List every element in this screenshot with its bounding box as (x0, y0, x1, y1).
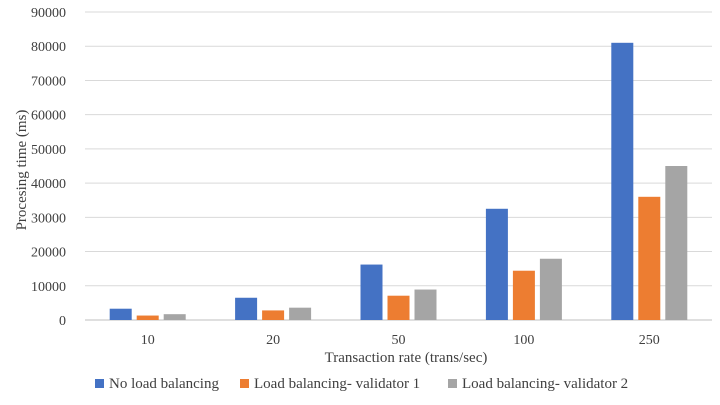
y-tick-label: 60000 (31, 109, 66, 124)
bar-no-load-balancing-250 (611, 42, 634, 321)
gridlines (85, 11, 712, 321)
x-tick-label: 50 (392, 333, 406, 348)
bar-load-balancing-validator-2-50 (414, 289, 437, 320)
x-tick-label: 20 (266, 333, 280, 348)
bar-load-balancing-validator-1-20 (262, 310, 285, 320)
legend-label: No load balancing (109, 376, 219, 392)
legend-swatch (95, 379, 104, 388)
bar-load-balancing-validator-1-250 (638, 196, 661, 320)
y-tick-label: 70000 (31, 74, 66, 89)
y-tick-label: 90000 (31, 6, 66, 21)
y-tick-label: 40000 (31, 177, 66, 192)
bar-load-balancing-validator-2-10 (163, 314, 186, 320)
bar-load-balancing-validator-1-100 (512, 270, 535, 320)
legend-swatch (240, 379, 249, 388)
bar-load-balancing-validator-1-50 (387, 295, 410, 320)
bar-load-balancing-validator-2-20 (289, 307, 312, 320)
legend: No load balancing Load balancing- validat… (95, 376, 628, 392)
legend-label: Load balancing- validator 2 (462, 376, 628, 392)
y-tick-label: 80000 (31, 40, 66, 55)
bar-load-balancing-validator-2-100 (539, 258, 562, 320)
y-tick-label: 10000 (31, 280, 66, 295)
y-tick-label: 30000 (31, 211, 66, 226)
bar-no-load-balancing-10 (109, 308, 132, 320)
bars (109, 42, 688, 321)
bar-no-load-balancing-50 (360, 264, 383, 320)
x-tick-label: 10 (141, 333, 155, 348)
y-tick-label: 20000 (31, 246, 66, 261)
y-tick-label: 0 (59, 314, 66, 329)
bar-no-load-balancing-20 (235, 297, 258, 320)
bar-no-load-balancing-100 (485, 208, 508, 320)
bar-load-balancing-validator-2-250 (665, 166, 688, 320)
y-tick-label: 50000 (31, 143, 66, 158)
y-axis-ticks: 0 10000 20000 30000 40000 50000 60000 70000 8000… (31, 6, 66, 329)
x-tick-label: 250 (639, 333, 660, 348)
x-axis-ticks: 10 20 50 100 250 (141, 333, 660, 348)
legend-label: Load balancing- validator 1 (254, 376, 420, 392)
bar-load-balancing-validator-1-10 (136, 315, 159, 320)
y-axis-title: Procesing time (ms) (14, 110, 30, 231)
x-tick-label: 100 (513, 333, 534, 348)
x-axis-title: Transaction rate (trans/sec) (325, 350, 488, 366)
legend-swatch (448, 379, 457, 388)
